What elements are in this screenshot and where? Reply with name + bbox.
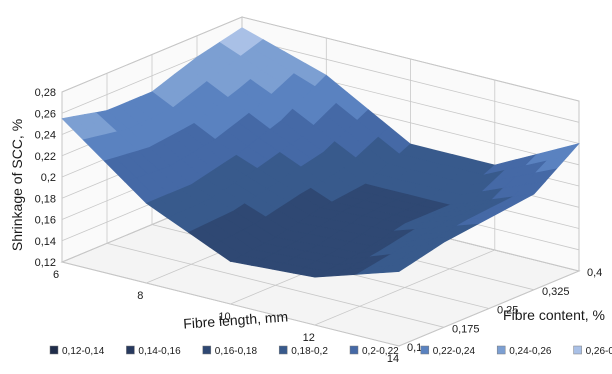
axis-ticks: 0,12 0,14 0,16 0,18 0,2 0,22 0,24 0,26 0,28 6 8 10 1… — [35, 87, 603, 365]
z-tick-label: 0,28 — [35, 87, 56, 99]
legend-swatch — [278, 345, 288, 355]
legend-label: 0,18-0,2 — [291, 346, 328, 357]
legend-label: 0,16-0,18 — [215, 346, 258, 357]
legend-label: 0,24-0,26 — [509, 346, 552, 357]
legend-label: 0,12-0,14 — [62, 346, 105, 357]
legend-swatch — [49, 345, 59, 355]
surface-facet — [377, 264, 411, 274]
legend-swatch — [573, 345, 582, 355]
z-tick-label: 0,16 — [35, 215, 56, 227]
y-tick-label: 0,1 — [407, 342, 422, 354]
legend: 0,12-0,14 0,14-0,16 0,16-0,18 0,18-0,2 0,2-0… — [49, 345, 612, 357]
legend-swatch — [420, 345, 430, 355]
legend-swatch — [126, 345, 135, 355]
z-tick-label: 0,22 — [35, 151, 56, 163]
y-tick-label: 0,175 — [452, 323, 480, 335]
z-tick-label: 0,24 — [35, 130, 56, 142]
y-axis-title: Fibre content, % — [503, 307, 605, 323]
z-tick-label: 0,14 — [35, 236, 56, 248]
z-axis-title: Shrinkage of SCC, % — [9, 119, 25, 251]
x-axis-title: Fibre length, mm — [183, 308, 289, 331]
legend-swatch — [349, 345, 359, 355]
legend-label: 0,22-0,24 — [433, 346, 476, 357]
z-tick-label: 0,18 — [35, 193, 56, 205]
surface-plot — [61, 27, 580, 278]
y-tick-label: 0,25 — [497, 305, 518, 317]
x-tick-label: 12 — [303, 332, 315, 344]
x-tick-label: 8 — [137, 290, 143, 302]
y-gridline — [61, 92, 400, 347]
x-tick-label: 14 — [387, 353, 399, 365]
z-tick-label: 0,12 — [35, 257, 56, 269]
z-tick-label: 0,26 — [35, 108, 56, 120]
legend-swatch — [496, 345, 506, 355]
legend-label: 0,14-0,16 — [138, 346, 181, 357]
legend-label: 0,26-0,28 — [586, 346, 612, 357]
legend-label: 0,2-0,22 — [362, 346, 399, 357]
x-tick-label: 10 — [218, 311, 230, 323]
z-tick-label: 0,2 — [41, 172, 56, 184]
y-tick-label: 0,325 — [542, 286, 570, 298]
x-tick-label: 6 — [53, 269, 59, 281]
y-tick-label: 0,4 — [587, 267, 602, 279]
legend-swatch — [202, 345, 212, 355]
